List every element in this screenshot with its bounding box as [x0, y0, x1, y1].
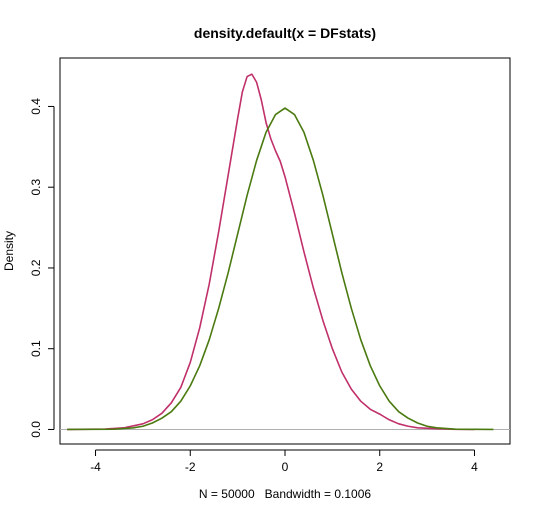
x-tick-label: 4 [471, 460, 478, 474]
y-tick-label: 0.0 [29, 421, 43, 438]
series-layer [67, 73, 494, 431]
plot-frame [59, 57, 511, 445]
chart-title: density.default(x = DFstats) [194, 25, 376, 41]
density-curve-2 [67, 107, 494, 431]
density-curve-1 [67, 73, 475, 431]
axes: -4 -2 0 2 4 0.0 0.1 0.2 0.3 0.4 [29, 98, 478, 474]
x-tick-label: -4 [90, 460, 101, 474]
x-axis-label: N = 50000 Bandwidth = 0.1006 [199, 487, 371, 501]
y-tick-label: 0.3 [29, 179, 43, 196]
y-axis-label: Density [2, 231, 16, 271]
y-tick-label: 0.4 [29, 98, 43, 115]
x-tick-label: 2 [376, 460, 383, 474]
x-tick-label: 0 [282, 460, 289, 474]
y-tick-label: 0.2 [29, 259, 43, 276]
y-tick-label: 0.1 [29, 340, 43, 357]
x-tick-label: -2 [185, 460, 196, 474]
